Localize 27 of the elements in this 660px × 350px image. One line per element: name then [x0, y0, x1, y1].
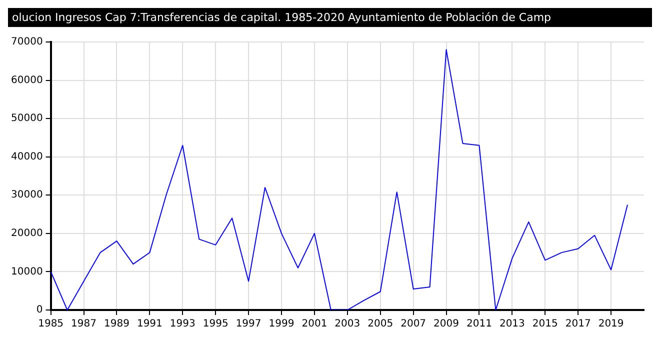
y-tick-label: 40000 [11, 151, 43, 162]
y-tick-label: 50000 [11, 113, 43, 124]
x-tick-label: 1999 [268, 318, 294, 330]
x-tick-label: 1995 [202, 318, 228, 330]
x-tick-label: 2007 [400, 318, 426, 330]
y-tick-label: 60000 [11, 74, 43, 86]
x-tick-label: 1997 [236, 318, 262, 330]
x-tick-label: 2013 [499, 318, 525, 330]
x-tick-label: 2017 [565, 318, 591, 330]
y-tick-label: 70000 [11, 36, 43, 48]
chart-title: olucion Ingresos Cap 7:Transferencias de capital. 1985-2020 Ayuntamiento de Población de Camp [8, 8, 652, 27]
y-tick-label: 30000 [11, 190, 43, 201]
y-tick-label: 10000 [11, 266, 43, 278]
x-tick-label: 2005 [368, 318, 394, 330]
x-tick-label: 1993 [170, 318, 196, 330]
x-tick-label: 2003 [334, 318, 360, 330]
x-tick-label: 1989 [104, 318, 130, 330]
x-tick-label: 2001 [302, 318, 328, 330]
x-tick-label: 2019 [598, 318, 624, 330]
x-tick-label: 2011 [466, 318, 492, 330]
y-tick-label: 0 [36, 304, 43, 316]
x-tick-label: 2015 [532, 318, 558, 330]
x-tick-label: 1987 [71, 318, 96, 330]
x-tick-label: 1991 [136, 318, 162, 330]
y-tick-label: 20000 [11, 228, 43, 240]
x-tick-label: 1985 [38, 318, 64, 330]
x-tick-label: 2009 [434, 318, 459, 330]
